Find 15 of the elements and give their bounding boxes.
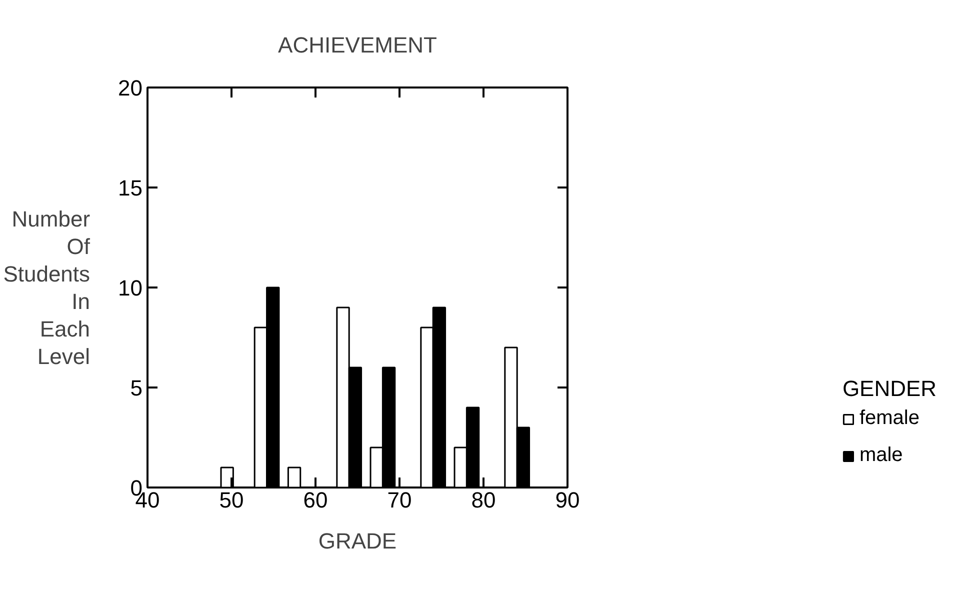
y-tick-label: 10 xyxy=(118,276,143,300)
chart-title: ACHIEVEMENT xyxy=(278,32,437,58)
y-axis-title: Number Of Students In Each Level xyxy=(3,206,91,369)
y-tick-label: 5 xyxy=(130,376,143,400)
x-tick-label: 60 xyxy=(303,488,328,512)
x-tick-label: 70 xyxy=(387,488,412,512)
x-tick-label: 50 xyxy=(219,488,244,512)
x-tick-label: 90 xyxy=(555,488,580,512)
legend-label: female xyxy=(859,407,920,430)
legend-title: GENDER xyxy=(842,376,937,402)
legend-label: male xyxy=(859,444,903,467)
x-axis-title: GRADE xyxy=(318,528,397,554)
y-tick-label: 20 xyxy=(118,76,143,100)
x-tick-label: 80 xyxy=(471,488,496,512)
y-tick-label: 15 xyxy=(118,176,143,200)
